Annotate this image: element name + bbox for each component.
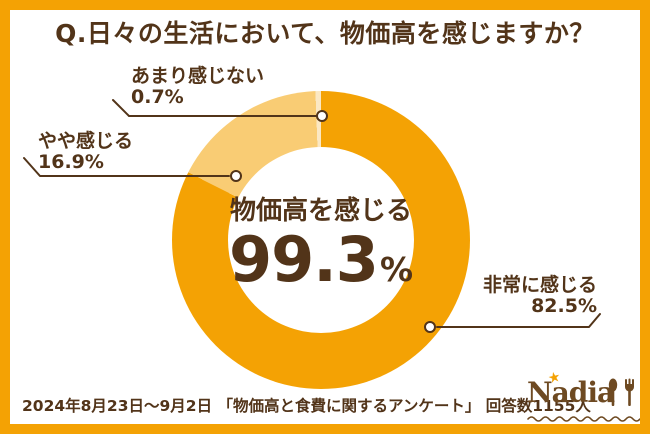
callout-label-not-much: あまり感じない 0.7% [131, 65, 265, 109]
wavy-underline [527, 416, 641, 422]
segment-label: あまり感じない [131, 65, 265, 87]
donut-center-value: 99.3 [228, 222, 379, 296]
segment-label: やや感じる [38, 130, 134, 152]
nadia-logo-text: Nadia [527, 376, 615, 409]
donut-center-value-row: 99.3 % [228, 222, 414, 296]
donut-center-label: 物価高を感じる [229, 195, 412, 226]
callout-label-somewhat: やや感じる 16.9% [38, 130, 134, 174]
segment-value: 0.7% [131, 86, 184, 109]
donut-center: 物価高を感じる 99.3 % [228, 147, 414, 333]
page-title: Q.日々の生活において、物価高を感じますか？ [55, 19, 595, 48]
survey-footnote: 2024年8月23日～9月2日 「物価高と食費に関するアンケート」 回答数115… [22, 397, 591, 415]
callout-label-strongly: 非常に感じる 82.5% [482, 274, 597, 318]
nadia-logo: Nadia ★ [527, 369, 645, 423]
segment-label: 非常に感じる [482, 274, 597, 296]
segment-value: 16.9% [38, 151, 104, 174]
spoon-fork-icon [608, 378, 634, 406]
donut-center-unit: % [379, 249, 414, 289]
segment-value: 82.5% [531, 295, 597, 318]
star-icon: ★ [546, 368, 563, 388]
